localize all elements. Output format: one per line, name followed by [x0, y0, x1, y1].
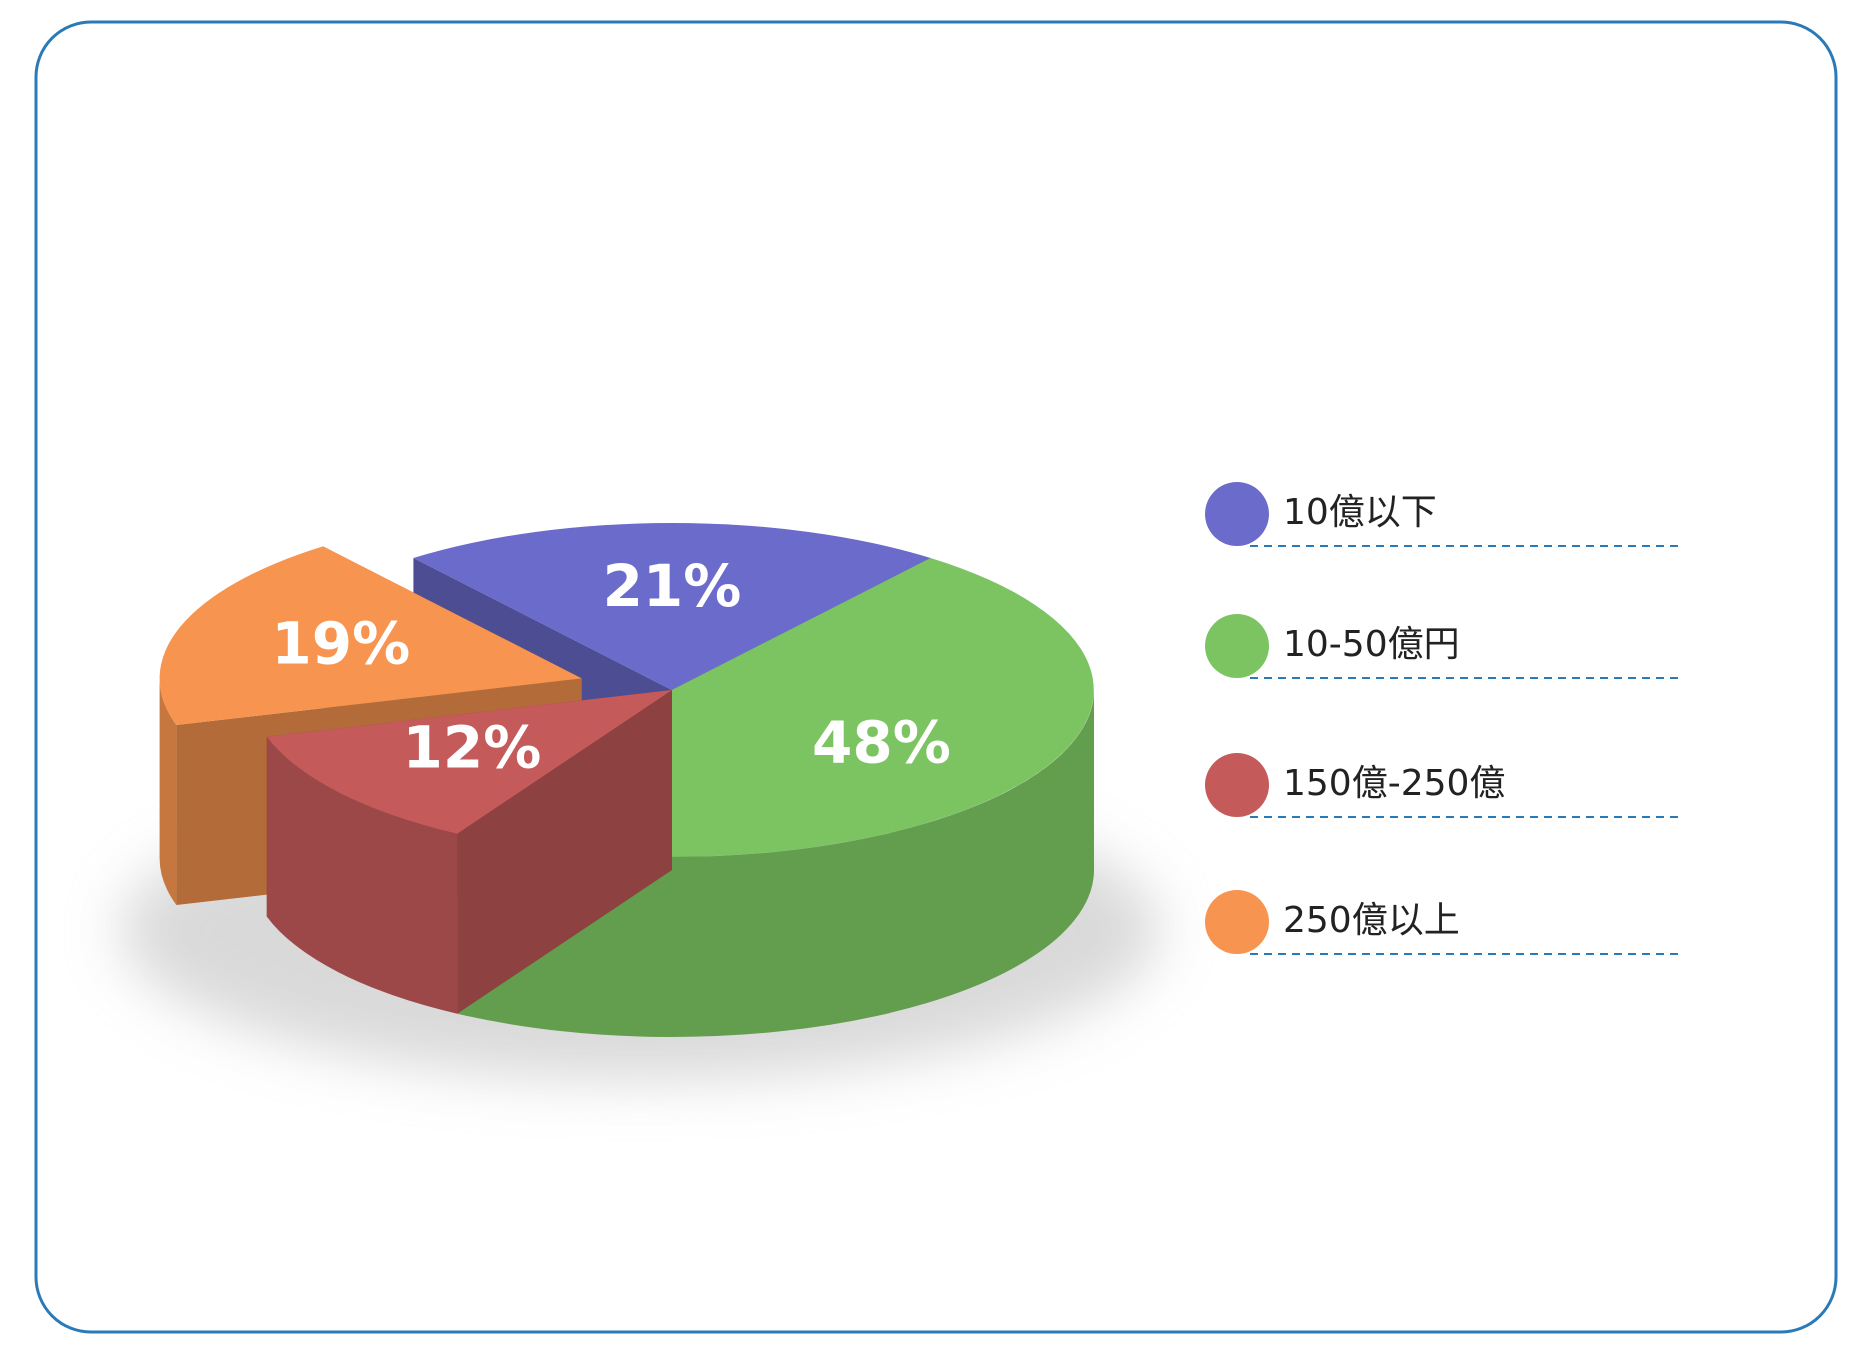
slice-side [159, 678, 177, 905]
legend-label: 10億以下 [1283, 492, 1437, 533]
slice-side [457, 690, 1094, 1037]
legend: 10億以下 10-50億円 150億-250億 250億以上 [1205, 482, 1678, 955]
data-label: 12% [403, 714, 542, 782]
data-label: 21% [603, 552, 742, 620]
slice [266, 690, 672, 834]
legend-swatch [1205, 890, 1269, 954]
data-label: 48% [812, 708, 951, 776]
legend-swatch [1205, 614, 1269, 678]
legend-label: 250億以上 [1283, 900, 1460, 941]
legend-label: 10-50億円 [1283, 624, 1460, 665]
legend-label: 150億-250億 [1283, 763, 1505, 804]
slice [159, 546, 582, 725]
legend-swatch [1205, 753, 1269, 817]
slice-side [266, 736, 458, 1014]
pie: 21% 19% 48% 12% [159, 522, 1094, 1037]
data-label: 19% [271, 610, 410, 678]
slice [413, 522, 931, 690]
legend-swatch [1205, 482, 1269, 546]
